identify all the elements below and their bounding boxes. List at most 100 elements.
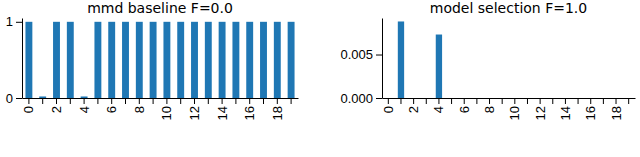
tick: 0.000 [340,91,382,106]
tick: 16 [242,98,257,120]
tick [70,98,71,104]
tick-mark [502,98,503,104]
bar [53,22,60,98]
tick-mark [388,98,389,104]
x-axis: 024681012141618 [381,98,636,120]
tick-label: 1 [6,14,13,29]
tick [476,98,477,104]
tick-mark [464,98,465,104]
tick: 1 [6,14,22,29]
tick: 18 [609,98,624,120]
bar [461,98,467,99]
tick-label: 16 [242,106,257,120]
tick: 8 [482,98,497,113]
bar [288,22,295,98]
bar [613,98,619,99]
bar [537,98,543,99]
bar [524,98,530,99]
tick-mark [376,98,382,99]
bars [398,21,442,98]
axis-line [383,98,636,99]
tick [291,98,292,104]
tick: 0 [6,91,22,106]
tick-mark [194,98,195,104]
tick-mark [56,98,57,104]
bar [39,96,46,98]
tick-mark [28,98,29,104]
tick [180,98,181,104]
bar [626,98,632,99]
bar [122,22,129,98]
bar [150,22,157,98]
tick-mark [603,98,604,104]
bar [136,22,143,98]
tick: 0 [21,98,36,113]
tick [527,98,528,104]
tick-mark [527,98,528,104]
tick-label: 4 [77,106,92,113]
tick-label: 0 [21,106,36,113]
bar [588,98,594,99]
bar [600,98,606,99]
tick-mark [628,98,629,104]
bar [163,22,170,98]
tick [208,98,209,104]
bar [67,22,74,98]
tick-label: 2 [406,106,421,113]
tick: 0 [381,98,396,113]
bar [232,22,239,98]
tick [235,98,236,104]
tick-label: 12 [533,106,548,120]
tick-mark [70,98,71,104]
tick-label: 16 [583,106,598,120]
tick [502,98,503,104]
bar [448,98,454,99]
bar [486,98,492,99]
figure: 01024681012141618mmd baseline F=0.00.000… [0,0,640,157]
bar [81,96,88,98]
tick: 10 [507,98,522,120]
tick-mark [111,98,112,104]
tick-mark [263,98,264,104]
bar [274,22,281,98]
tick-mark [476,98,477,104]
tick: 2 [406,98,421,113]
tick [552,98,553,104]
tick-mark [376,55,382,56]
title: model selection F=1.0 [430,0,587,16]
bar [246,22,253,98]
bar [191,22,198,98]
bar [410,98,416,99]
tick [97,98,98,104]
tick-mark [16,98,22,99]
tick: 4 [431,98,446,113]
tick [153,98,154,104]
tick-label: 6 [104,106,119,113]
tick-mark [540,98,541,104]
tick-label: 18 [609,106,624,120]
tick-mark [97,98,98,104]
tick-label: 8 [482,106,497,113]
bars [25,22,294,98]
tick-mark [125,98,126,104]
y-axis: 01 [6,14,23,105]
axis-line [22,19,23,99]
bar [25,22,32,98]
bar [177,22,184,98]
tick-mark [400,98,401,104]
tick-label: 4 [431,106,446,113]
tick-label: 10 [159,106,174,120]
tick-mark [590,98,591,104]
tick [263,98,264,104]
tick-label: 18 [270,106,285,120]
tick: 2 [49,98,64,113]
tick: 6 [457,98,472,113]
tick-mark [552,98,553,104]
bar [562,98,568,99]
tick-mark [208,98,209,104]
tick: 4 [77,98,92,113]
tick-label: 12 [187,106,202,120]
tick-mark [16,22,22,23]
tick-label: 8 [132,106,147,113]
bar [550,98,556,99]
